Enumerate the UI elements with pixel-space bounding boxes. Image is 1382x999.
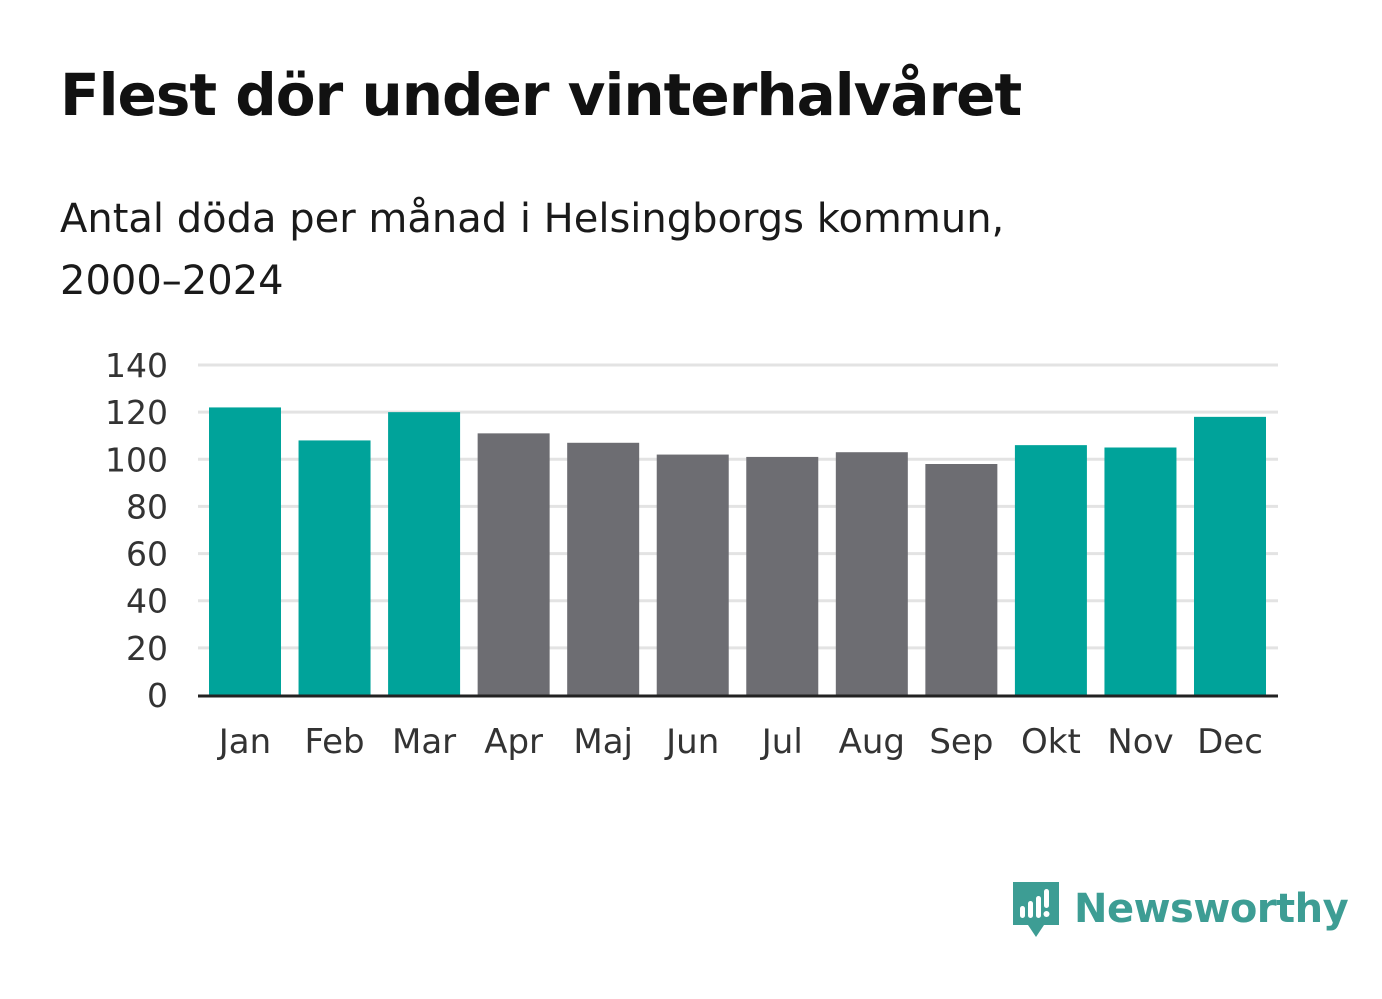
subtitle-line-1: Antal döda per månad i Helsingborgs komm…	[60, 196, 1005, 242]
y-tick-label: 100	[105, 440, 168, 479]
bar-mar	[388, 412, 461, 695]
bar-jun	[656, 454, 729, 695]
x-tick-label: Dec	[1197, 722, 1263, 762]
x-axis-labels: Jan Feb Mar Apr Maj Jun Jul Aug Sep Okt Nov Dec	[217, 722, 1263, 762]
y-tick-label: 20	[126, 629, 168, 668]
bar-feb	[298, 440, 371, 695]
bar-dec	[1194, 416, 1266, 695]
bar-chart: 0 20 40 60 80 100 120 140 Jan Feb Mar Apr Maj Jun Jul…	[105, 346, 1278, 762]
bar-aug	[835, 452, 908, 695]
chart-subtitle: Antal döda per månad i Helsingborgs komm…	[60, 188, 1210, 312]
gridlines	[198, 363, 1278, 650]
x-tick-label: Feb	[304, 722, 364, 762]
bar-jul	[746, 456, 819, 695]
y-tick-label: 40	[126, 582, 168, 621]
bar-apr	[477, 433, 550, 695]
bar-maj	[567, 442, 640, 695]
x-tick-label: Jan	[217, 722, 271, 762]
x-tick-label: Apr	[484, 722, 543, 762]
y-axis-ticks: 0 20 40 60 80 100 120 140	[105, 346, 168, 715]
x-tick-label: Jun	[664, 722, 719, 762]
y-tick-label: 140	[105, 346, 168, 385]
x-tick-label: Maj	[573, 722, 633, 762]
newsworthy-logo-icon	[1013, 882, 1059, 937]
y-tick-label: 120	[105, 393, 168, 432]
bars	[209, 407, 1266, 695]
chart-title: Flest dör under vinterhalvåret	[60, 61, 1022, 129]
brand-name: Newsworthy	[1074, 886, 1349, 932]
x-tick-label: Jul	[760, 722, 803, 762]
bar-sep	[925, 464, 998, 695]
x-tick-label: Sep	[929, 722, 993, 762]
y-tick-label: 60	[126, 535, 168, 574]
y-tick-label: 0	[147, 676, 168, 715]
bar-okt	[1014, 445, 1087, 695]
x-tick-label: Mar	[392, 722, 456, 762]
brand-logo: Newsworthy	[1010, 878, 1349, 940]
y-tick-label: 80	[126, 487, 168, 526]
bar-jan	[209, 407, 281, 695]
subtitle-line-2: 2000–2024	[60, 258, 284, 304]
x-tick-label: Okt	[1021, 722, 1081, 762]
x-tick-label: Aug	[839, 722, 905, 762]
x-tick-label: Nov	[1107, 722, 1173, 762]
bar-nov	[1104, 447, 1177, 695]
